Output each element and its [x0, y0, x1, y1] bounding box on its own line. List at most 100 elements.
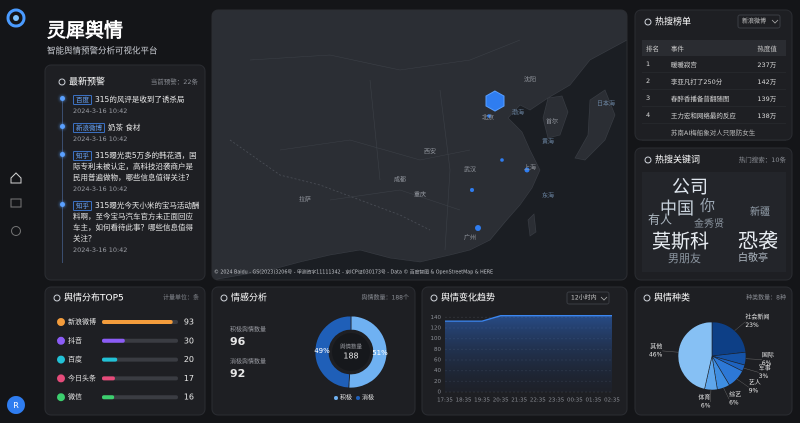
- keyword: 你: [700, 197, 715, 215]
- map-outline: [211, 9, 628, 281]
- panel-icon: [644, 156, 652, 164]
- x-tick-label: 23:35: [548, 398, 564, 404]
- legend-label: 积极: [340, 394, 352, 402]
- slice-label: 51%: [372, 349, 388, 357]
- x-tick-label: 17:35: [437, 398, 453, 404]
- donut-slice: [348, 315, 388, 389]
- hot-row: 2 李亚凡打了250分 142万: [642, 72, 786, 90]
- platform-icon: [57, 374, 65, 383]
- slice-percent: 6%: [762, 360, 772, 367]
- stat-value: 96: [230, 335, 246, 348]
- hot-cell: 3: [642, 89, 667, 107]
- keyword: 中国: [660, 199, 694, 219]
- map-label: 广州: [464, 234, 476, 242]
- value-label: 20: [184, 355, 194, 364]
- map-label: 重庆: [414, 191, 426, 199]
- map-label: 东海: [542, 192, 554, 200]
- panel-icon: [220, 294, 228, 302]
- line: [445, 315, 612, 322]
- warning-time: 2024-3-16 10:42: [73, 135, 128, 143]
- warning-dot: [60, 152, 65, 157]
- panel-title: 热搜榜单: [655, 16, 691, 28]
- avatar-letter: R: [13, 401, 19, 410]
- stat-value: 92: [230, 367, 245, 380]
- hot-cell: 王力宏和网络最的反应: [666, 106, 754, 124]
- hot-row: 1 暖暖寂宫 237万: [642, 56, 786, 73]
- hot-cell: 暖暖寂宫: [666, 56, 754, 73]
- hot-cell: 2: [642, 72, 667, 90]
- panel-icon: [58, 78, 66, 86]
- warning-body: 百度 315的风评是收到了诱杀局: [73, 94, 200, 105]
- warning-item: 知乎 315曝光今天小米的宝马活动酬料啊，至今宝马汽车官方未正面回应车主，如何看待…: [60, 200, 200, 254]
- map-hotspot: [485, 90, 505, 112]
- slice-label: 49%: [314, 347, 330, 355]
- slice-name: 社会新闻: [745, 313, 769, 321]
- leader-line: [745, 358, 762, 360]
- hot-table: 排名 事件 热度值 1 暖暖寂宫 237万 2 李亚凡打了250分 142万 3 春醉香播备普翻随图…: [642, 40, 786, 141]
- category-label: 今日头条: [68, 373, 96, 382]
- map-hotspot: [470, 188, 474, 192]
- category-label: 百度: [68, 355, 82, 364]
- panel-title: 最新预警: [69, 76, 105, 88]
- map-label: 北京: [482, 114, 494, 122]
- map-korea: [542, 95, 569, 139]
- source-select[interactable]: [737, 14, 781, 29]
- select-caret: [771, 19, 779, 24]
- map-label: 西安: [424, 148, 436, 156]
- nav-home: [10, 172, 22, 184]
- map-taiwan: [527, 213, 537, 237]
- leader-line: [734, 321, 746, 331]
- x-tick-label: 21:35: [511, 398, 527, 404]
- bar: [102, 395, 115, 400]
- panel-icon: [430, 294, 438, 302]
- hot-cell: 春醉香播备普翻随图: [666, 89, 754, 107]
- map-label: 上海: [524, 164, 536, 172]
- panel-title: 舆情变化趋势: [441, 292, 495, 304]
- map-hotspot: [475, 225, 481, 231]
- x-tick-label: 00:35: [567, 398, 583, 404]
- map-hotspot: [500, 158, 504, 162]
- x-tick-label: 18:35: [456, 398, 472, 404]
- map: [212, 10, 627, 280]
- warning-body: 知乎 315曝光卖5万多的韩花酒，国际专利未被认定，高科技沿袭商户是民用普遍做物，…: [73, 150, 200, 183]
- category-label: 新浪微博: [68, 317, 96, 326]
- sidebar: [0, 0, 34, 423]
- warning-item: 百度 315的风评是收到了诱杀局 2024-3-16 10:42: [60, 94, 200, 115]
- hot-cell: 李亚凡打了250分: [666, 72, 754, 90]
- y-tick-label: 40: [434, 368, 441, 374]
- warning-time: 2024-3-16 10:42: [73, 107, 128, 115]
- leader-line: [743, 367, 759, 373]
- platform-icon: [57, 318, 65, 326]
- hot-cell: 237万: [753, 56, 786, 73]
- timeline: [62, 98, 63, 263]
- pie-slice: [677, 321, 713, 390]
- map-label: 沈阳: [524, 76, 536, 84]
- x-tick-label: 02:35: [604, 398, 620, 404]
- map-label: 黄海: [542, 138, 554, 146]
- y-tick-label: 120: [431, 326, 442, 332]
- keyword: 恐袭: [738, 229, 778, 253]
- map-attribution: © 2024 Baidu - GS(2023)3206号 - 甲测资字11111…: [214, 269, 493, 276]
- panel-subtitle: 种类数量：8种: [746, 294, 786, 302]
- range-select[interactable]: [566, 291, 610, 305]
- map-hotspot: [487, 114, 491, 118]
- y-tick-label: 0: [438, 390, 442, 396]
- panel-icon: [53, 294, 61, 302]
- hot-row: 苏南AI梅船象对人只限防女生: [642, 123, 786, 141]
- map-hotspot: [524, 167, 530, 173]
- bar: [102, 320, 173, 324]
- app-subtitle: 智能舆情预警分析可视化平台: [47, 46, 158, 57]
- slice-percent: 23%: [745, 322, 759, 329]
- category-label: 微信: [68, 392, 82, 401]
- warning-item: 知乎 315曝光卖5万多的韩花酒，国际专利未被认定，高科技沿袭商户是民用普遍做物，…: [60, 150, 200, 193]
- hot-search-table: 排名 事件 热度值 1 暖暖寂宫 237万 2 李亚凡打了250分 142万 3 春醉香播备普翻随图…: [642, 40, 786, 141]
- range-select-label: 12小时内: [571, 294, 597, 302]
- y-tick-label: 60: [434, 358, 441, 364]
- slice-name: 军事: [759, 364, 771, 372]
- y-tick-label: 80: [434, 347, 441, 353]
- leader-line: [662, 350, 679, 353]
- slice-percent: 6%: [729, 400, 739, 407]
- hot-header-cell: 排名: [642, 40, 667, 56]
